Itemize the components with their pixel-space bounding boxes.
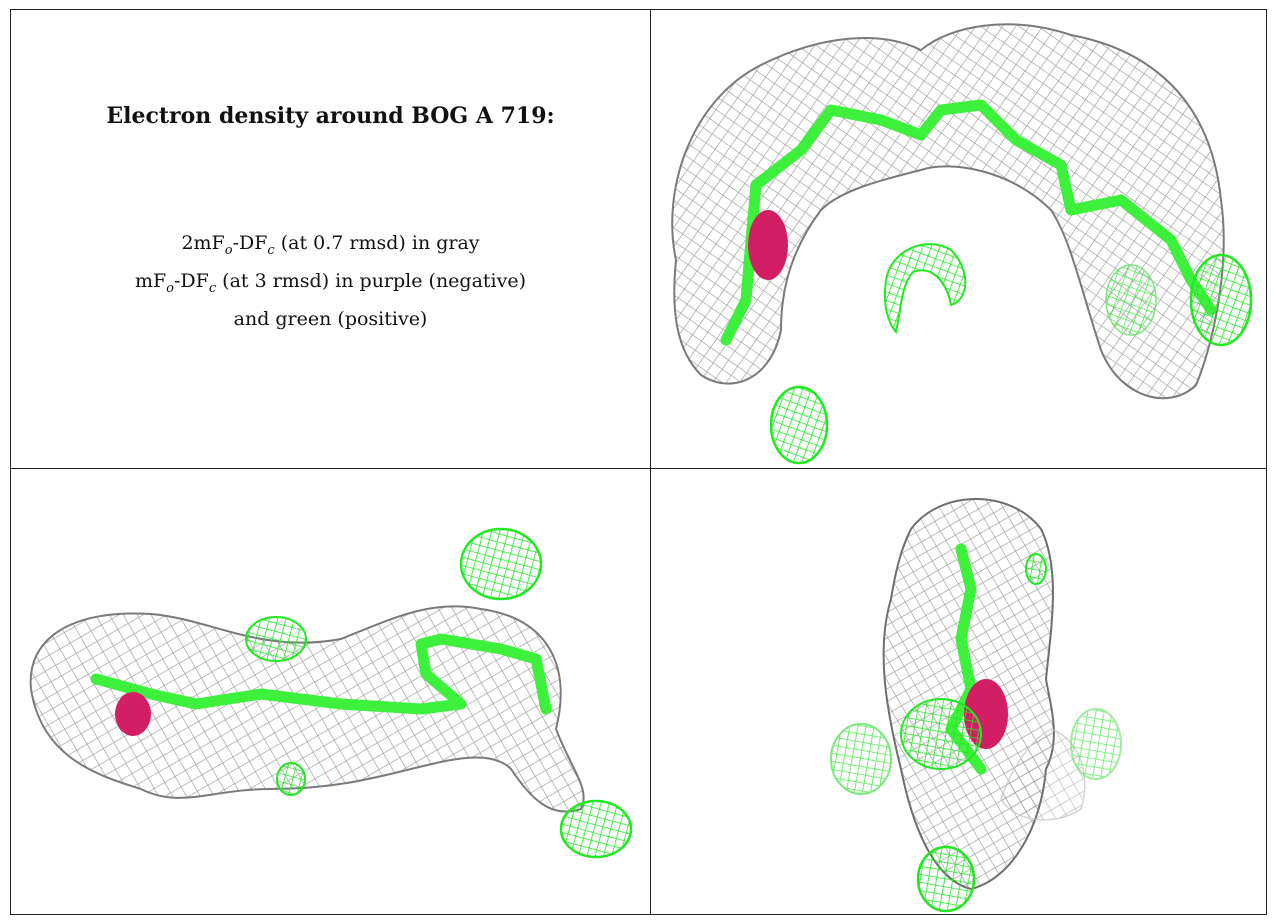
density-legend: 2mFo-DFc (at 0.7 rmsd) in gray mFo-DFc (…: [11, 228, 650, 334]
positive-density-blob: [830, 723, 892, 795]
positive-density-blob: [916, 845, 976, 913]
legend-text: -DF: [174, 269, 209, 292]
ligand-stick: [720, 99, 1217, 346]
table-divider-vertical: [650, 10, 651, 914]
positive-density-blob: [559, 799, 633, 859]
legend-line-2fo: 2mFo-DFc (at 0.7 rmsd) in gray: [11, 228, 650, 266]
legend-text: (at 3 rmsd) in purple (negative): [216, 269, 527, 292]
legend-line-colors: and green (positive): [233, 307, 428, 330]
legend-subscript: c: [267, 242, 275, 258]
positive-density-blob: [245, 616, 307, 662]
legend-subscript: c: [208, 280, 217, 296]
density-view-top-right: [651, 10, 1267, 468]
legend-subscript: o: [166, 280, 174, 296]
legend-line-fofc: mFo-DFc (at 3 rmsd) in purple (negative): [11, 266, 650, 304]
figure-table: Electron density around BOG A 719: 2mFo-…: [10, 9, 1267, 915]
positive-density-blob: [276, 762, 306, 796]
density-view-bottom-right: [651, 469, 1267, 915]
positive-density-blob: [1189, 253, 1253, 347]
positive-density-blob: [900, 698, 982, 770]
positive-density-blob: [1105, 264, 1157, 336]
positive-density-blob: [459, 527, 543, 601]
gray-density-mesh: [29, 605, 585, 813]
ligand-stick: [90, 633, 552, 715]
legend-text: 2mF: [181, 232, 225, 254]
caption-cell: Electron density around BOG A 719: 2mFo-…: [11, 10, 650, 468]
table-divider-horizontal: [11, 468, 1266, 469]
legend-text: (at 0.7 rmsd) in gray: [274, 232, 480, 254]
density-view-bottom-left: [11, 469, 650, 915]
legend-text: mF: [134, 269, 167, 292]
positive-density-blob: [1070, 708, 1122, 780]
legend-subscript: o: [224, 242, 233, 258]
positive-density-blob: [1025, 553, 1047, 585]
figure-heading: Electron density around BOG A 719:: [106, 103, 555, 129]
positive-density-blob: [769, 385, 829, 465]
negative-density-blob: [115, 692, 151, 736]
legend-text: -DF: [232, 232, 268, 254]
negative-density-blob: [748, 210, 788, 280]
gray-density-mesh: [671, 23, 1225, 400]
positive-density-blob: [883, 243, 967, 335]
